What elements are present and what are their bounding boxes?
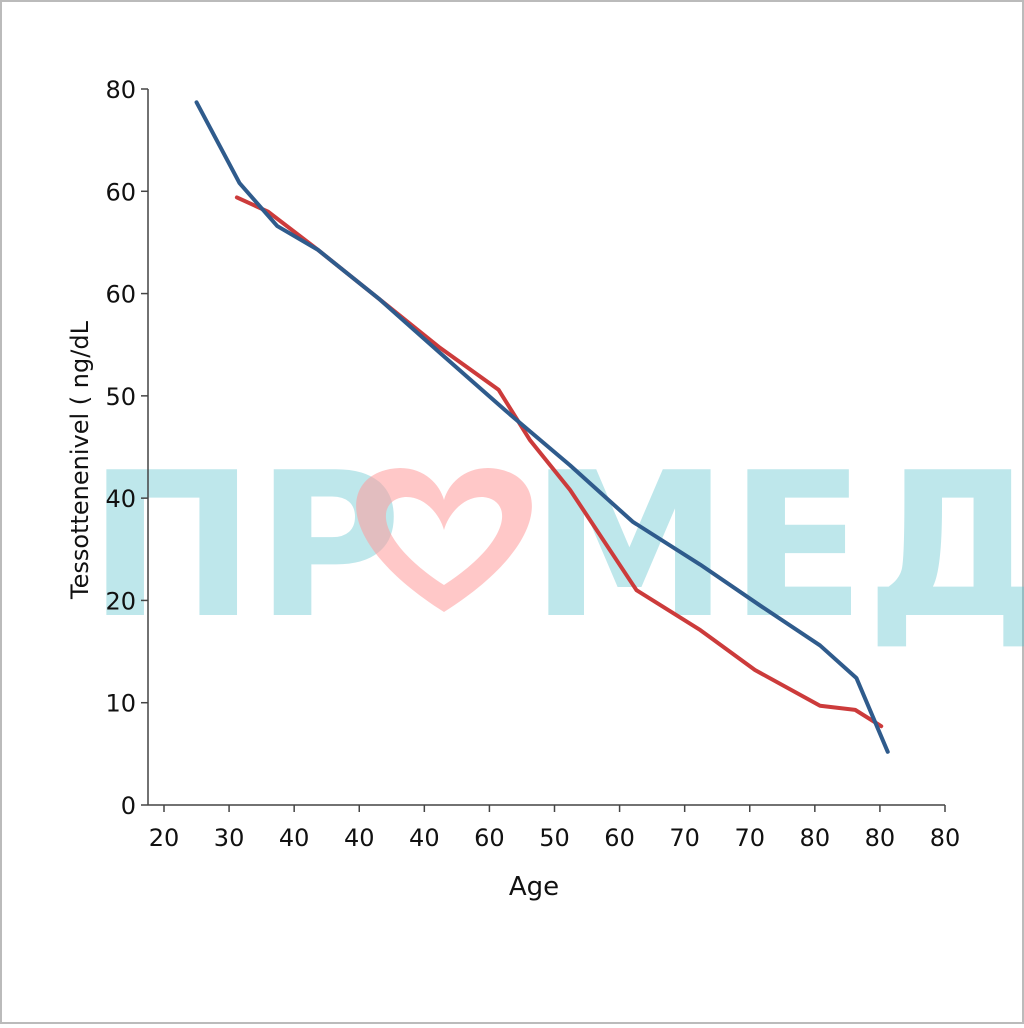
y-axis-label: Tessottenenivel ( ng/dL xyxy=(66,320,94,600)
y-tick-label: 50 xyxy=(105,383,136,411)
x-tick-label: 60 xyxy=(474,824,505,852)
x-tick-label: 60 xyxy=(604,824,635,852)
y-tick-label: 60 xyxy=(105,178,136,206)
x-tick-label: 50 xyxy=(539,824,570,852)
y-tick-label: 0 xyxy=(121,792,136,820)
x-tick-label: 80 xyxy=(800,824,831,852)
x-tick-label: 40 xyxy=(409,824,440,852)
x-tick-label: 80 xyxy=(865,824,896,852)
y-tick-label: 10 xyxy=(105,690,136,718)
x-tick-label: 30 xyxy=(214,824,245,852)
x-axis-label: Age xyxy=(509,872,559,902)
watermark-heart xyxy=(356,468,532,612)
watermark-right: МЕД xyxy=(530,430,1024,663)
y-tick-label: 80 xyxy=(105,76,136,104)
y-tick-label: 20 xyxy=(105,587,136,615)
x-tick-label: 80 xyxy=(930,824,961,852)
x-tick-label: 40 xyxy=(279,824,310,852)
y-tick-label: 60 xyxy=(105,281,136,309)
watermark-left: ПР xyxy=(88,430,402,663)
data-line xyxy=(194,100,890,754)
watermark: ПР МЕД xyxy=(88,430,1024,663)
x-tick-label: 70 xyxy=(734,824,765,852)
x-tick-label: 40 xyxy=(344,824,375,852)
x-tick-label: 70 xyxy=(669,824,700,852)
y-tick-label: 40 xyxy=(105,485,136,513)
x-tick-label: 20 xyxy=(149,824,180,852)
